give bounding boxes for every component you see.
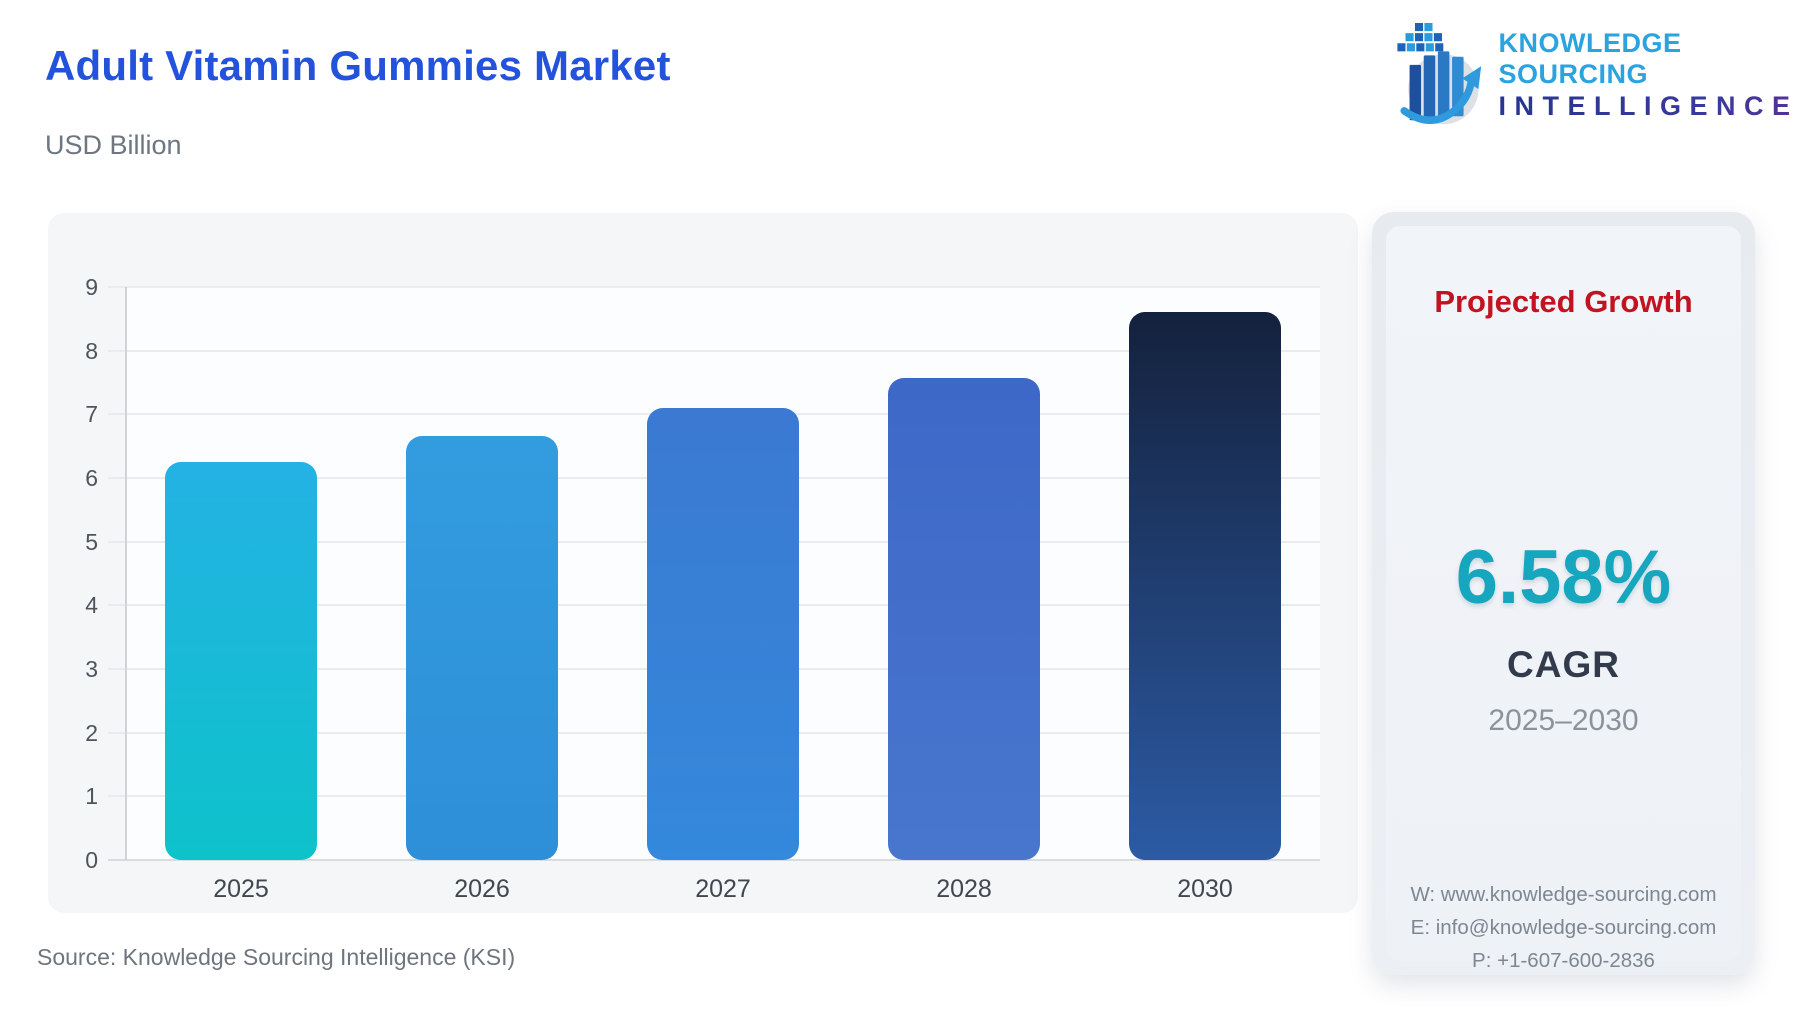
y-axis-label-7: 7 [85,401,98,428]
projected-growth-panel-inner: Projected Growth 6.58% CAGR 2025–2030 W:… [1386,226,1741,972]
y-axis-label-1: 1 [85,783,98,810]
bar-2030 [1129,312,1281,860]
contact-website: W: www.knowledge-sourcing.com [1410,883,1717,906]
x-axis-label-2025: 2025 [213,875,269,903]
x-axis-label-2026: 2026 [454,875,510,903]
x-axis-label-2028: 2028 [936,875,992,903]
ksi-logo-text: KNOWLEDGE SOURCING INTELLIGENCE [1499,28,1800,121]
page-title: Adult Vitamin Gummies Market [45,42,671,89]
gridline-0 [108,859,1320,861]
source-note: Source: Knowledge Sourcing Intelligence … [37,944,516,970]
bar-chart-card: 0 1 2 3 4 5 6 7 8 9 2025 2026 2027 2028 2030 [48,213,1358,913]
contact-block: W: www.knowledge-sourcing.com E: info@kn… [1386,878,1741,977]
gridline-9 [108,286,1320,288]
growth-heading: Projected Growth [1434,284,1693,319]
y-axis-label-6: 6 [85,465,98,491]
logo-text-line2: INTELLIGENCE [1499,91,1800,122]
y-axis-line [125,287,127,860]
logo-text-line1: KNOWLEDGE SOURCING [1498,28,1682,90]
logo-arrow [1400,66,1482,124]
bar-2026 [406,435,558,860]
y-axis-label-3: 3 [85,656,98,682]
contact-phone: P: +1-607-600-2836 [1472,949,1655,972]
bar-2025 [165,462,317,860]
forecast-period: 2025–2030 [1488,704,1639,737]
projected-growth-panel: Projected Growth 6.58% CAGR 2025–2030 W:… [1372,212,1755,975]
bar-2027 [647,407,799,860]
ksi-logo: KNOWLEDGE SOURCING INTELLIGENCE [1392,16,1800,134]
y-axis-label-0: 0 [85,847,98,873]
x-axis-label-2030: 2030 [1177,875,1233,903]
contact-email: E: info@knowledge-sourcing.com [1410,916,1717,939]
y-axis-label-5: 5 [85,528,98,555]
cagr-label: CAGR [1507,644,1620,685]
y-axis-label-8: 8 [85,337,98,364]
ksi-logo-icon [1397,23,1482,125]
logo-bars [1409,51,1464,121]
logo-pixel-squares [1397,23,1444,52]
gridline-8 [108,349,1320,352]
y-axis-label-2: 2 [85,719,98,746]
x-axis-label-2027: 2027 [695,875,751,903]
y-axis-label-4: 4 [85,592,98,619]
y-axis-label-9: 9 [85,274,98,300]
cagr-value: 6.58% [1455,535,1672,620]
bar-2028 [888,378,1040,860]
unit-label: USD Billion [45,130,182,160]
